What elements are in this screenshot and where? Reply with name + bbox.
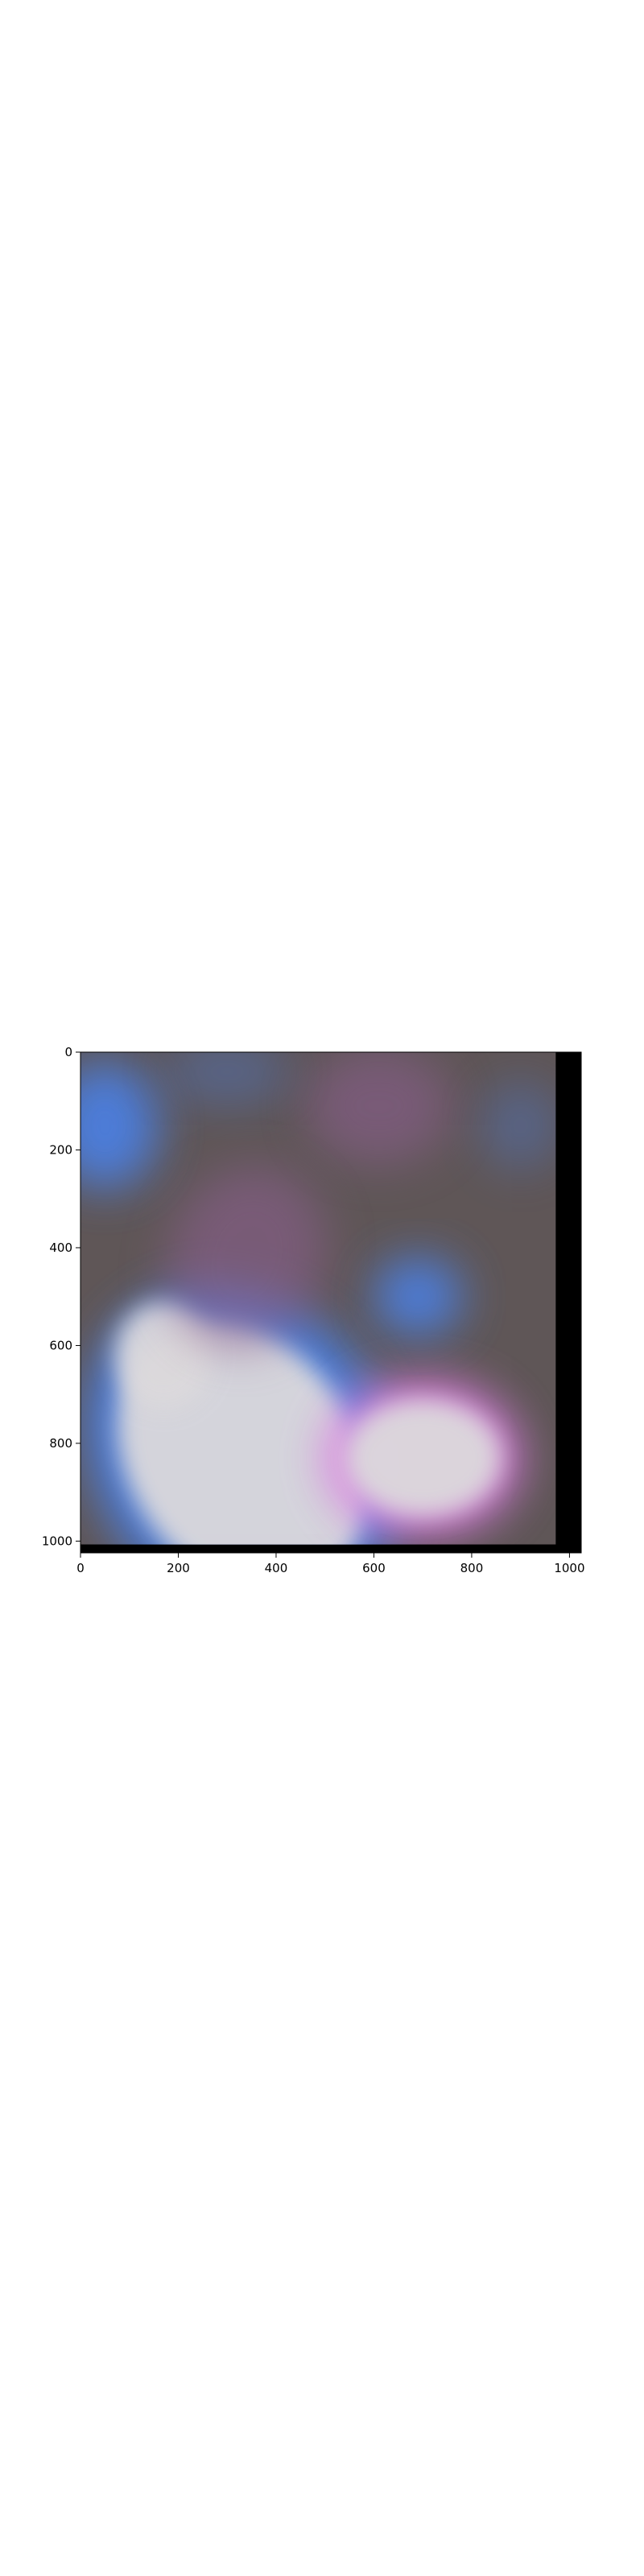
x-axis: 0 200 400 600 800 1000 xyxy=(76,1553,585,1575)
y-tick-label: 0 xyxy=(64,1045,72,1059)
y-tick-label: 600 xyxy=(49,1338,72,1352)
heatmap-image xyxy=(80,1052,556,1545)
x-tick-label: 600 xyxy=(362,1561,386,1575)
heatmap-blob-mauve-center xyxy=(167,1166,328,1349)
heatmap-blob-pale-core-right xyxy=(345,1399,502,1517)
heatmap-blobs xyxy=(80,1052,556,1545)
x-tick-label: 0 xyxy=(76,1561,85,1575)
heatmap-blob-blue-spot-top-left xyxy=(80,1062,159,1190)
heatmap-blob-dim-blue-top xyxy=(163,1052,291,1106)
y-tick-label: 1000 xyxy=(42,1534,72,1548)
y-tick-label: 400 xyxy=(49,1241,72,1255)
heatmap-blob-pale-core-left-upper xyxy=(114,1301,213,1410)
heatmap-blob-blue-spot-center-right xyxy=(374,1257,462,1336)
x-tick-label: 800 xyxy=(460,1561,484,1575)
x-tick-label: 400 xyxy=(265,1561,288,1575)
x-tick-label: 200 xyxy=(167,1561,190,1575)
y-tick-label: 800 xyxy=(49,1436,72,1451)
axes-frame xyxy=(80,1051,582,1554)
x-tick-label: 1000 xyxy=(554,1561,584,1575)
heatmap-blob-dim-blue-right xyxy=(481,1081,556,1170)
y-axis: 0 200 400 600 800 1000 xyxy=(42,1045,80,1548)
y-tick-label: 200 xyxy=(49,1142,72,1157)
heatmap-blob-mauve-top-right xyxy=(305,1052,452,1165)
